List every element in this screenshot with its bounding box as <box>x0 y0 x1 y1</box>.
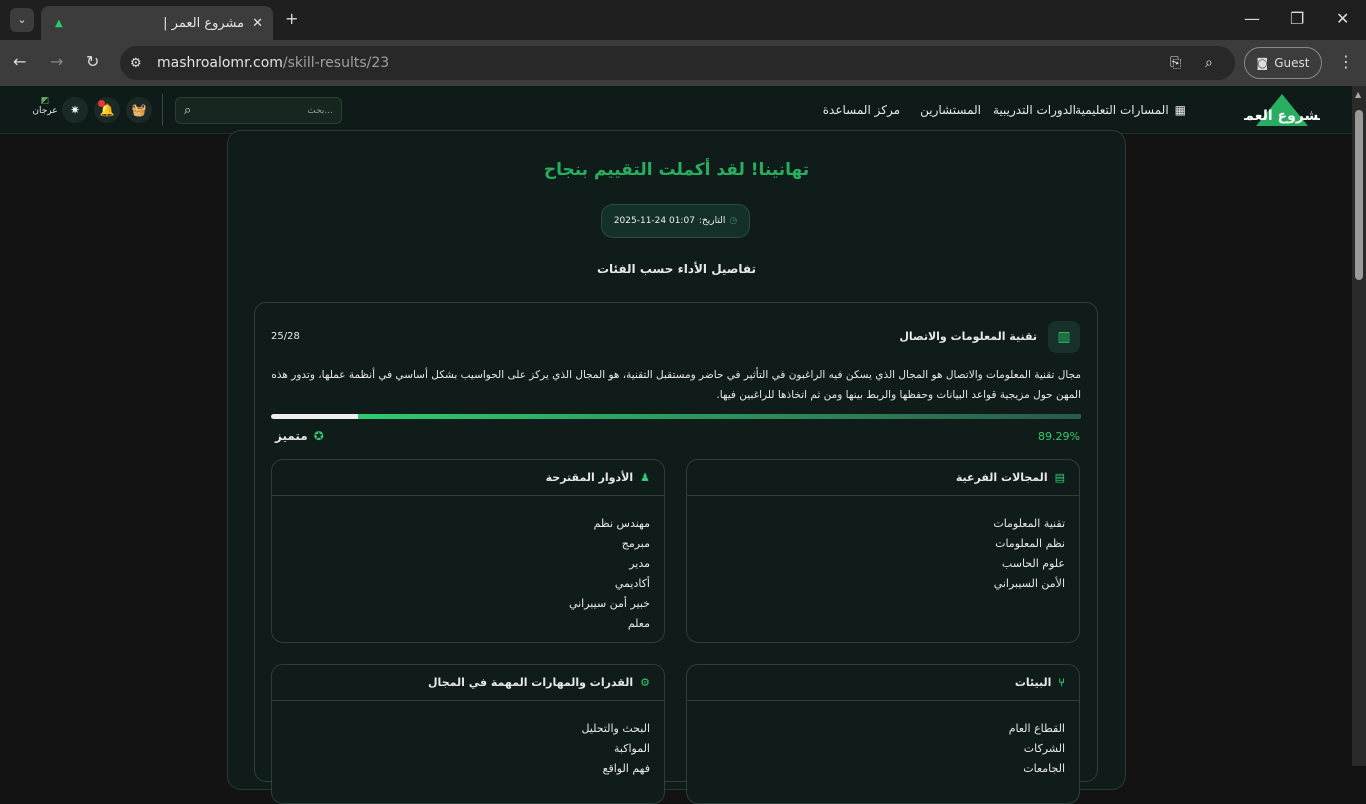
cogs-icon: ⚙ <box>640 676 650 689</box>
search-placeholder: بحث... <box>307 105 333 116</box>
site-header: مشروع العمر ▦ المسارات التعليمية الدورات … <box>0 86 1352 134</box>
nav-label: المستشارين <box>920 103 981 117</box>
tab-title: مشروع العمر | <box>163 15 245 31</box>
subfields-card: ▤ المجالات الفرعية تقنية المعلومات نظم الم… <box>686 459 1080 643</box>
profile-icon: ◙ <box>1256 56 1269 70</box>
category-score: 25/28 <box>271 331 300 342</box>
tab-list-button[interactable]: ⌄ <box>10 8 34 32</box>
list-item: المواكبة <box>614 742 650 755</box>
translate-icon[interactable]: ⎘ <box>1170 55 1182 71</box>
minimize-button[interactable]: — <box>1244 9 1260 28</box>
restore-button[interactable]: ❐ <box>1290 9 1305 28</box>
list-item: الشركات <box>1023 742 1065 755</box>
back-button[interactable]: ← <box>13 52 27 71</box>
environments-card: ⑂ البيئات القطاع العام الشركات الجامعات <box>686 664 1080 804</box>
list-item: مهندس نظم <box>593 517 650 530</box>
percent-value: 89.29% <box>1038 430 1080 443</box>
list-item: مبرمج <box>621 537 650 550</box>
nav-label: المسارات التعليمية <box>1075 103 1169 117</box>
broken-image-icon: ◩ <box>40 96 50 106</box>
profile-button[interactable]: ◙ Guest <box>1244 47 1322 79</box>
nav-label: مركز المساعدة <box>822 103 900 117</box>
progress-bar <box>271 414 1081 419</box>
scroll-up-icon[interactable]: ▲ <box>1355 90 1362 99</box>
list-item: الأمن السيبراني <box>993 577 1065 590</box>
reload-button[interactable]: ↻ <box>86 52 100 71</box>
theme-toggle-icon[interactable]: ✷ <box>62 97 88 123</box>
user-avatar[interactable]: ◩ عرجان <box>32 96 58 116</box>
url-path: /skill-results/23 <box>282 55 390 71</box>
category-description: مجال تقنية المعلومات والاتصال هو المجال … <box>271 369 1081 401</box>
page-title: تهانينا! لقد أكملت التقييم بنجاح <box>543 160 810 180</box>
browser-tab-bar: ⌄ ▲ مشروع العمر | ✕ + — ❐ ✕ <box>0 0 1366 40</box>
notification-dot <box>98 100 105 107</box>
list-item: مدير <box>629 557 650 570</box>
list-icon: ▤ <box>1054 471 1065 484</box>
close-window-button[interactable]: ✕ <box>1336 9 1350 28</box>
cart-icon[interactable]: 🧺 <box>126 97 152 123</box>
date-badge: ◷ التاريخ: 2025-11-24 01:07 <box>601 204 750 238</box>
section-title: تفاصيل الأداء حسب الفئات <box>596 262 757 276</box>
grid-icon: ▦ <box>1174 103 1186 117</box>
page-scrollbar[interactable]: ▲ <box>1352 86 1366 766</box>
close-tab-icon[interactable]: ✕ <box>252 15 263 31</box>
progress-fill <box>357 414 1081 419</box>
list-item: أكاديمي <box>614 577 650 590</box>
category-title: تقنية المعلومات والاتصال <box>899 330 1037 343</box>
list-item: نظم المعلومات <box>995 537 1065 550</box>
zoom-icon[interactable]: ⌕ <box>1205 55 1213 71</box>
browser-tab[interactable]: ▲ مشروع العمر | ✕ <box>41 6 273 40</box>
card-title: الأدوار المقترحة <box>545 471 634 484</box>
user-name: عرجان <box>32 106 58 116</box>
address-bar[interactable]: ⚙ mashroalomr.com/skill-results/23 ⎘ ⌕ <box>120 46 1235 80</box>
search-input[interactable]: ⌕ بحث... <box>175 97 342 124</box>
nav-label: الدورات التدريبية <box>992 103 1076 117</box>
logo-text: مشروع العمر <box>1244 108 1320 124</box>
user-tie-icon: ♟ <box>640 471 650 484</box>
list-item: تقنية المعلومات <box>993 517 1065 530</box>
site-logo[interactable]: مشروع العمر <box>1244 92 1320 128</box>
menu-button[interactable]: ⋮ <box>1338 52 1354 71</box>
award-icon: ✪ <box>313 429 324 443</box>
card-title: المجالات الفرعية <box>955 471 1048 484</box>
list-item: علوم الحاسب <box>1001 557 1065 570</box>
url-domain: mashroalomr.com <box>157 55 283 71</box>
divider <box>162 94 163 126</box>
chart-icon: ▥ <box>1048 321 1080 353</box>
site-favicon-icon: ▲ <box>55 17 63 29</box>
bell-icon[interactable]: 🔔 <box>94 97 120 123</box>
new-tab-button[interactable]: + <box>285 9 299 28</box>
list-item: الجامعات <box>1023 762 1065 775</box>
site-settings-icon[interactable]: ⚙ <box>130 55 142 71</box>
card-title: القدرات والمهارات المهمة في المجال <box>428 676 634 689</box>
nav-item-paths[interactable]: ▦ المسارات التعليمية <box>1075 86 1186 134</box>
nav-item-help[interactable]: مركز المساعدة <box>823 86 900 134</box>
list-item: معلم <box>627 617 650 630</box>
forward-button[interactable]: → <box>50 52 64 71</box>
list-item: خبير أمن سيبراني <box>568 597 650 610</box>
date-label: التاريخ: <box>698 216 726 226</box>
history-icon: ◷ <box>729 216 738 226</box>
scrollbar-thumb[interactable] <box>1355 110 1363 280</box>
list-item: القطاع العام <box>1008 722 1065 735</box>
list-item: فهم الواقع <box>602 762 650 775</box>
list-item: البحث والتحليل <box>581 722 650 735</box>
guest-label: Guest <box>1274 56 1310 70</box>
level-badge: ✪ متميز <box>275 429 324 443</box>
card-title: البيئات <box>1014 676 1052 689</box>
browser-toolbar: ← → ↻ ⚙ mashroalomr.com/skill-results/23… <box>0 40 1366 86</box>
skills-card: ⚙ القدرات والمهارات المهمة في المجال البح… <box>271 664 665 804</box>
search-icon: ⌕ <box>184 103 192 118</box>
nav-item-courses[interactable]: الدورات التدريبية <box>993 86 1076 134</box>
branch-icon: ⑂ <box>1058 676 1065 689</box>
date-value: 2025-11-24 01:07 <box>613 216 695 226</box>
nav-item-consultants[interactable]: المستشارين <box>920 86 981 134</box>
level-label: متميز <box>275 429 308 443</box>
roles-card: ♟ الأدوار المقترحة مهندس نظم مبرمج مدير أكاد… <box>271 459 665 643</box>
